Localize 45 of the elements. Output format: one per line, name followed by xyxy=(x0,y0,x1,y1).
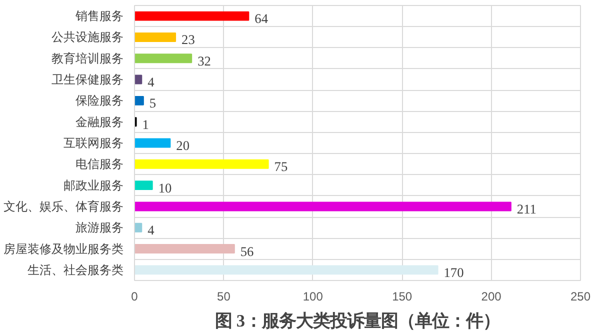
bar xyxy=(134,96,144,106)
data-label: 5 xyxy=(149,96,156,111)
bar xyxy=(134,244,235,254)
y-tick-label: 生活、社会服务类 xyxy=(28,262,124,277)
data-label: 10 xyxy=(158,180,172,196)
data-label: 4 xyxy=(148,74,155,90)
bar xyxy=(134,11,250,21)
bar xyxy=(134,74,142,84)
x-tick-label: 150 xyxy=(392,290,412,304)
y-tick-label: 销售服务 xyxy=(74,9,124,24)
y-tick-label: 邮政业服务 xyxy=(64,178,124,192)
y-tick-label: 保险服务 xyxy=(76,94,124,108)
data-label: 23 xyxy=(182,32,196,48)
y-tick-label: 卫生保健服务 xyxy=(52,72,124,87)
y-tick-label: 互联网服务 xyxy=(64,136,124,150)
x-tick-label: 50 xyxy=(217,290,231,304)
data-label: 211 xyxy=(516,201,536,216)
data-label: 170 xyxy=(444,264,464,280)
x-tick-label: 200 xyxy=(481,290,502,304)
bar xyxy=(134,32,176,42)
bar xyxy=(134,265,438,275)
y-tick-label: 教育培训服务 xyxy=(52,51,124,66)
data-label: 20 xyxy=(176,138,190,153)
y-tick-label: 电信服务 xyxy=(76,157,124,172)
x-tick-label: 0 xyxy=(131,290,138,304)
data-label: 64 xyxy=(254,11,268,26)
y-tick-label: 旅游服务 xyxy=(76,220,124,235)
x-tick-label: 250 xyxy=(570,290,591,304)
data-label: 75 xyxy=(274,159,288,174)
text: 图 3：服务大类投诉量图（单位：件） xyxy=(215,312,500,330)
data-label: 4 xyxy=(148,222,155,238)
bar xyxy=(134,138,171,148)
y-tick-label: 文化、娱乐、体育服务 xyxy=(4,199,124,214)
y-tick-label: 金融服务 xyxy=(76,114,124,129)
data-label: 1 xyxy=(142,116,149,132)
data-label: 32 xyxy=(198,53,211,68)
bar xyxy=(134,222,142,232)
bar xyxy=(134,202,512,212)
y-tick-label: 房屋装修及物业服务类 xyxy=(4,242,124,256)
bar xyxy=(134,54,192,64)
data-label: 56 xyxy=(240,244,254,259)
bar xyxy=(134,180,153,190)
y-tick-label: 公共设施服务 xyxy=(52,30,124,44)
bar xyxy=(134,159,269,169)
x-tick-label: 100 xyxy=(302,290,324,304)
